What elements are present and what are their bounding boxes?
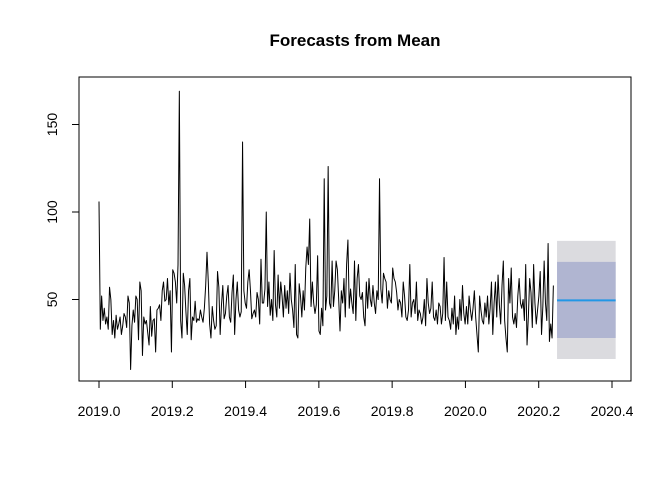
x-tick-label: 2019.6: [297, 403, 340, 419]
x-axis: 2019.0 2019.2 2019.4 2019.6 2019.8 2020.0 2020…: [78, 380, 634, 419]
y-axis: 50 100 150: [44, 113, 80, 308]
x-tick-label: 2019.2: [151, 403, 194, 419]
x-tick-label: 2019.4: [224, 403, 267, 419]
series-line: [98, 90, 554, 370]
y-tick-label: 150: [44, 113, 60, 137]
plot-area-border: [78, 76, 632, 382]
x-tick-label: 2020.4: [591, 403, 634, 419]
x-tick-label: 2019.8: [371, 403, 414, 419]
x-tick-label: 2020.0: [444, 403, 487, 419]
x-tick-label: 2020.2: [517, 403, 560, 419]
x-tick-label: 2019.0: [78, 403, 121, 419]
series-layer: [98, 90, 554, 370]
y-tick-label: 50: [44, 292, 60, 308]
y-tick-label: 100: [44, 200, 60, 224]
chart-title: Forecasts from Mean: [270, 31, 441, 50]
